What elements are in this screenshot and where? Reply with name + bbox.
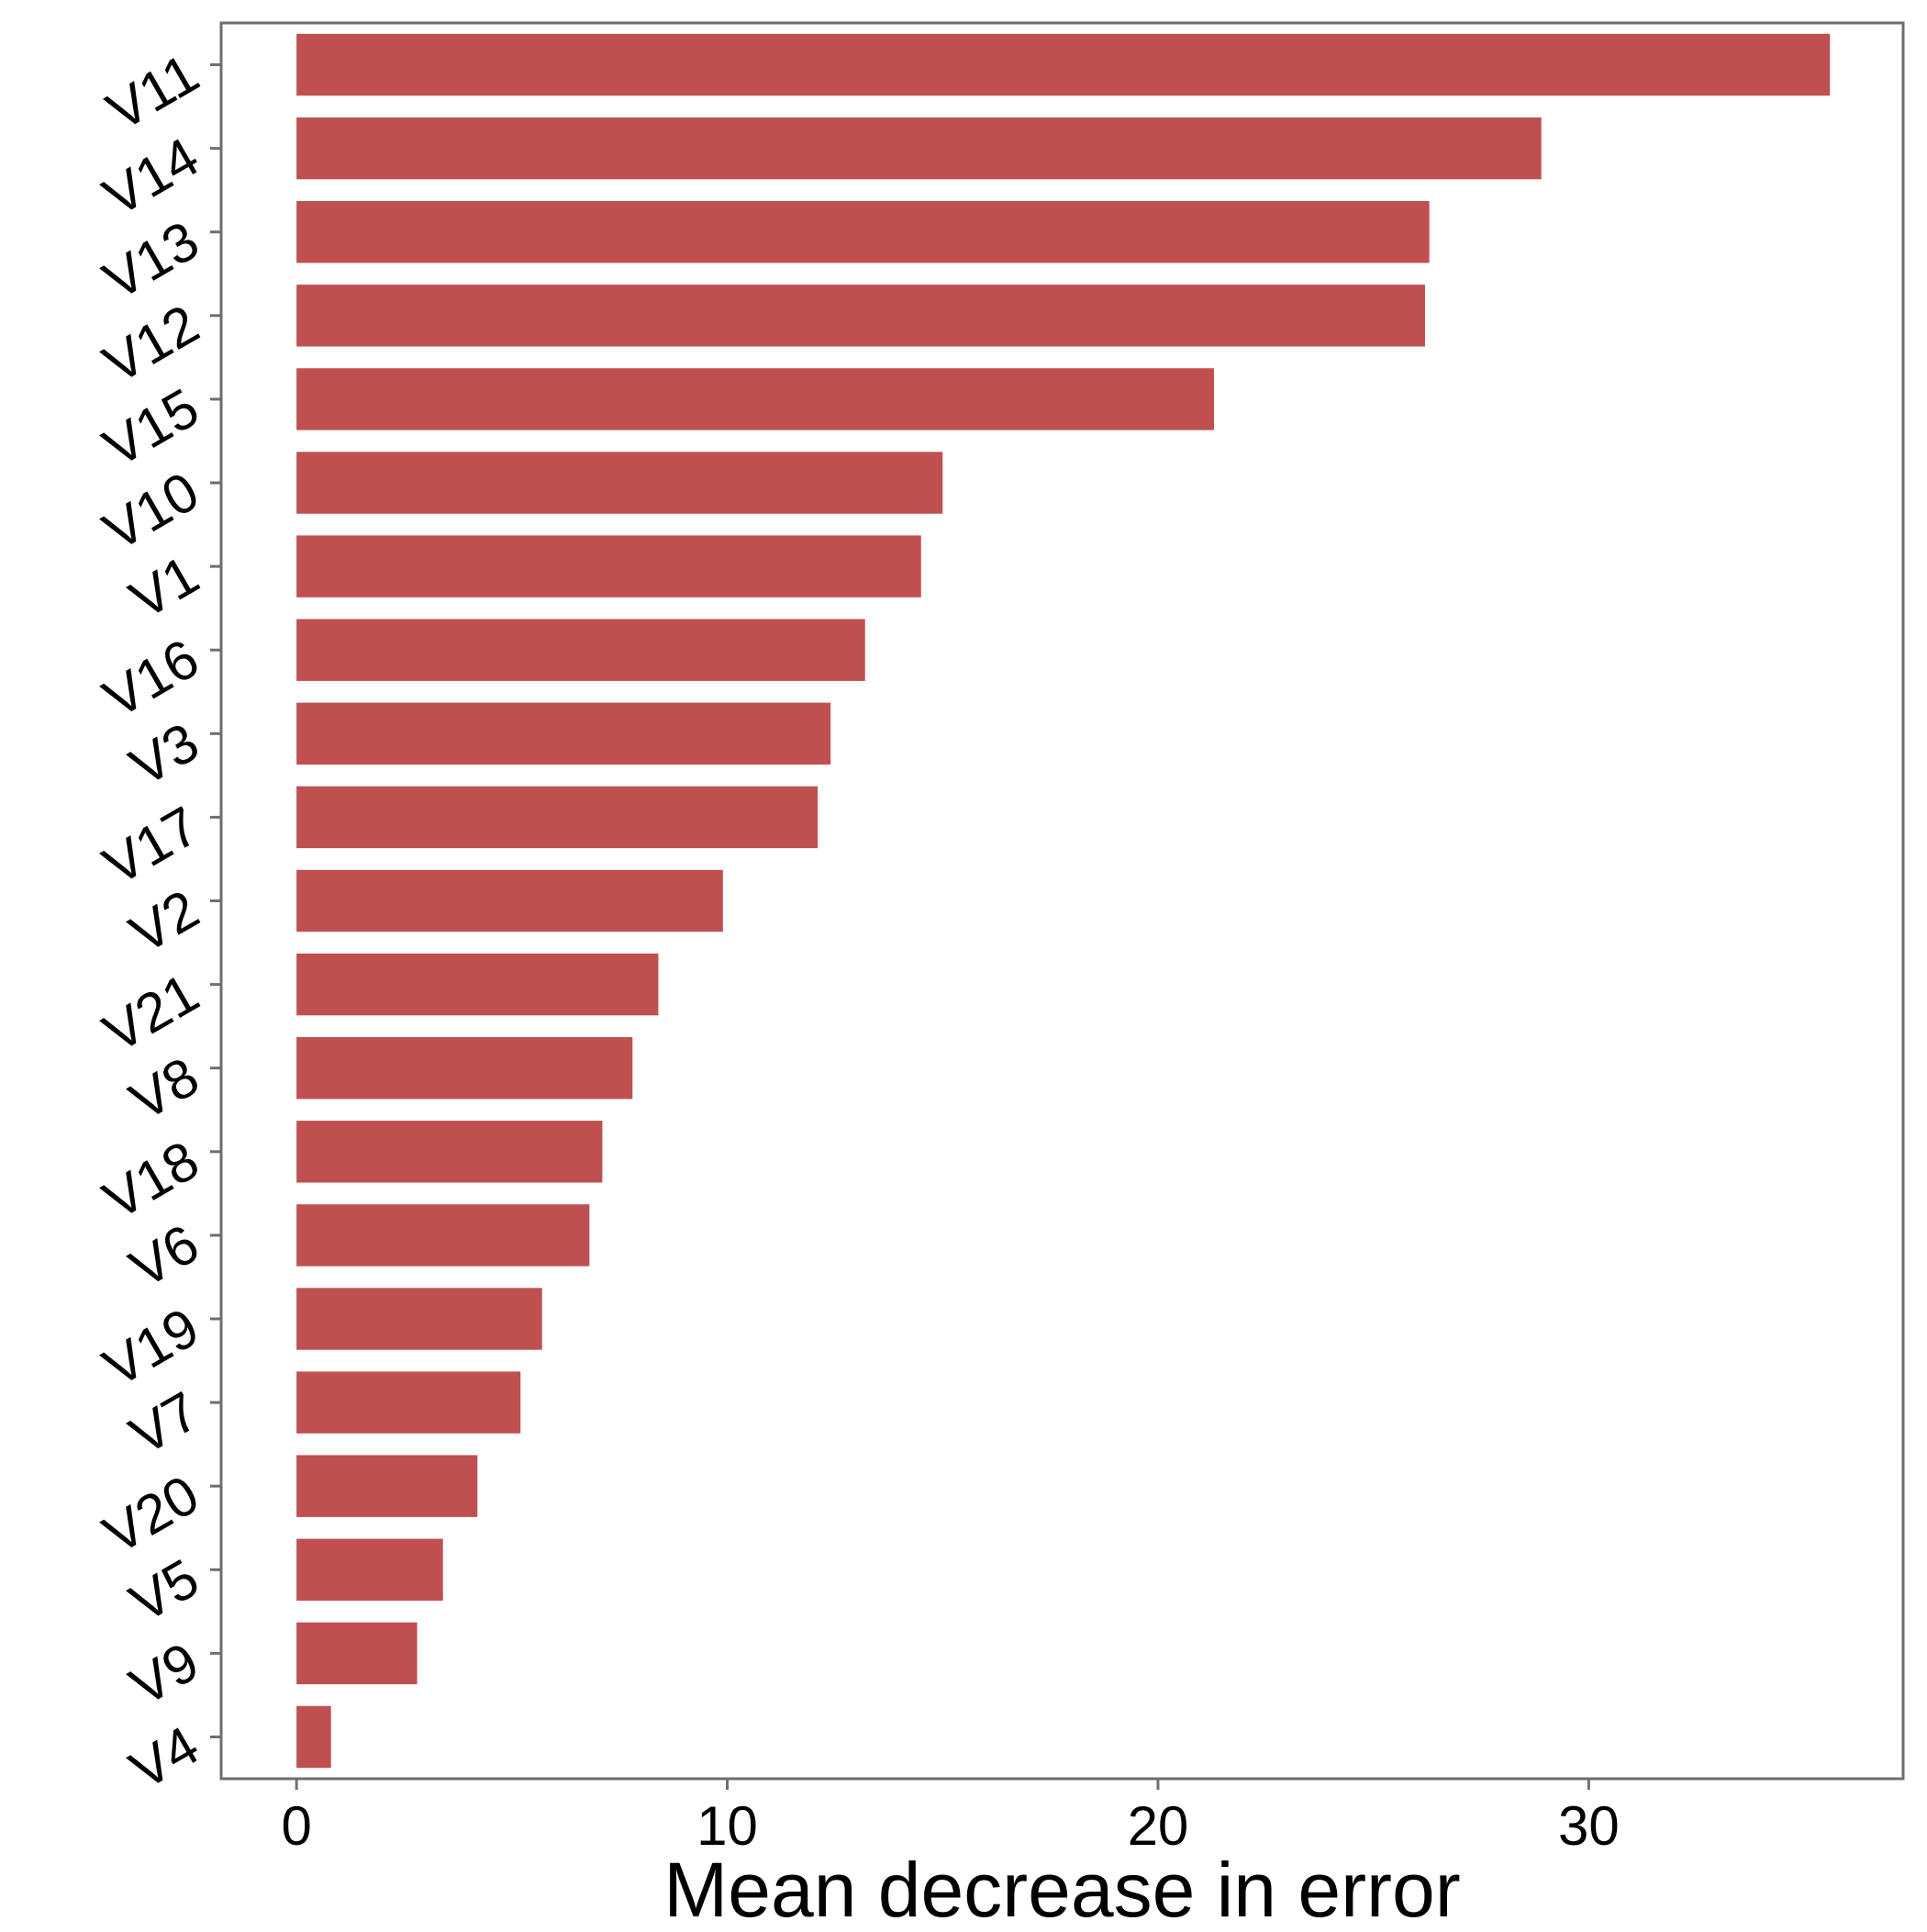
bar-v12 — [296, 285, 1425, 347]
bars-layer — [296, 33, 1831, 1769]
x-tick-label: 0 — [281, 1795, 311, 1857]
bar-v18 — [296, 1121, 603, 1183]
bar-v16 — [296, 619, 865, 681]
bar-v14 — [296, 117, 1542, 180]
x-tick-label: 10 — [696, 1795, 758, 1857]
bar-v1 — [296, 535, 921, 597]
bar-v3 — [296, 702, 831, 765]
bar-v8 — [296, 1036, 633, 1100]
x-axis: 0 10 20 30 — [281, 1779, 1620, 1857]
bar-v5 — [296, 1538, 443, 1601]
bar-v9 — [296, 1622, 418, 1685]
x-tick-label: 30 — [1558, 1795, 1620, 1857]
bar-v10 — [296, 452, 943, 514]
bar-v17 — [296, 786, 819, 849]
x-tick-label: 20 — [1128, 1795, 1189, 1857]
x-axis-title: Mean decrease in error — [663, 1847, 1460, 1927]
bar-v15 — [296, 368, 1214, 430]
bar-v20 — [296, 1455, 478, 1517]
bar-v2 — [296, 869, 723, 932]
bar-v19 — [296, 1288, 542, 1350]
bar-v7 — [296, 1371, 521, 1434]
bar-v11 — [296, 33, 1831, 96]
bar-v13 — [296, 201, 1430, 263]
bar-v21 — [296, 953, 659, 1016]
bar-v6 — [296, 1204, 590, 1267]
bar-v4 — [296, 1705, 331, 1769]
